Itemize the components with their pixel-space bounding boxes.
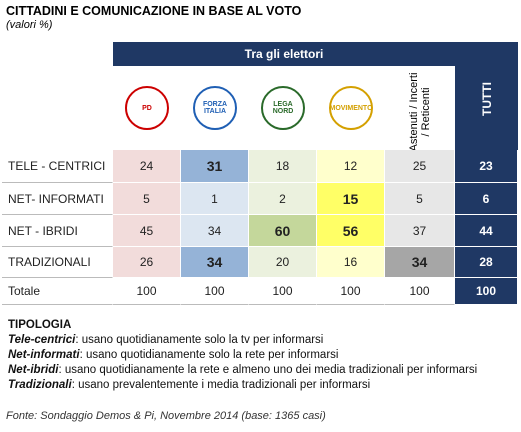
- table-cell: 100: [455, 278, 518, 305]
- legend-item: Net-informati: usano quotidianamente sol…: [8, 349, 338, 361]
- table-cell: 45: [113, 215, 181, 247]
- table-cell: 16: [317, 247, 385, 278]
- legend-term: Net-ibridi: [8, 364, 59, 376]
- table-cell: 5: [113, 183, 181, 215]
- legend-term: Net-informati: [8, 349, 80, 361]
- row-label: NET- INFORMATI: [2, 183, 113, 215]
- table-cell: 28: [455, 247, 518, 278]
- table-cell: 24: [113, 150, 181, 183]
- group-header: Tra gli elettori: [113, 42, 455, 66]
- legend-text: : usano quotidianamente solo la rete per…: [79, 349, 339, 361]
- table-cell: 56: [317, 215, 385, 247]
- row-label: TRADIZIONALI: [2, 247, 113, 278]
- table-cell: 2: [249, 183, 317, 215]
- table-cell: 15: [317, 183, 385, 215]
- table-cell: 34: [181, 215, 249, 247]
- legend-text: : usano prevalentemente i media tradizio…: [71, 379, 371, 391]
- table-cell: 34: [181, 247, 249, 278]
- table-cell: 6: [455, 183, 518, 215]
- table-cell: 100: [181, 278, 249, 305]
- table-cell: 25: [385, 150, 455, 183]
- legend-title: TIPOLOGIA: [8, 319, 72, 331]
- table-cell: 60: [249, 215, 317, 247]
- table-cell: 31: [181, 150, 249, 183]
- table-cell: 1: [181, 183, 249, 215]
- legend-term: Tradizionali: [8, 379, 72, 391]
- table-cell: 34: [385, 247, 455, 278]
- table-cell: 100: [249, 278, 317, 305]
- table-cell: 100: [385, 278, 455, 305]
- table-cell: 23: [455, 150, 518, 183]
- table-cell: 100: [113, 278, 181, 305]
- legend-text: : usano quotidianamente la rete e almeno…: [58, 364, 478, 376]
- table-cell: 26: [113, 247, 181, 278]
- source: Fonte: Sondaggio Demos & Pi, Novembre 20…: [6, 410, 326, 422]
- subtitle: (valori %): [6, 19, 53, 31]
- row-label: NET - IBRIDI: [2, 215, 113, 247]
- party-logo: MOVIMENTO: [329, 86, 373, 130]
- table-cell: 37: [385, 215, 455, 247]
- column-header: Astenuti / Incerti / Reticenti: [408, 72, 432, 152]
- table-cell: 12: [317, 150, 385, 183]
- row-label: TELE - CENTRICI: [2, 150, 113, 183]
- title: CITTADINI E COMUNICAZIONE IN BASE AL VOT…: [6, 4, 302, 18]
- table-cell: 44: [455, 215, 518, 247]
- legend-item: Net-ibridi: usano quotidianamente la ret…: [8, 364, 477, 376]
- column-header: TUTTI: [479, 82, 494, 116]
- party-logo: FORZA ITALIA: [193, 86, 237, 130]
- party-logo: PD: [125, 86, 169, 130]
- legend-text: : usano quotidianamente solo la tv per i…: [75, 334, 324, 346]
- legend-item: Tele-centrici: usano quotidianamente sol…: [8, 334, 323, 346]
- table-cell: 20: [249, 247, 317, 278]
- table-cell: 18: [249, 150, 317, 183]
- legend-term: Tele-centrici: [8, 334, 76, 346]
- party-logo: LEGA NORD: [261, 86, 305, 130]
- table-cell: 100: [317, 278, 385, 305]
- table-cell: 5: [385, 183, 455, 215]
- legend-item: Tradizionali: usano prevalentemente i me…: [8, 379, 370, 391]
- row-label: Totale: [2, 278, 113, 305]
